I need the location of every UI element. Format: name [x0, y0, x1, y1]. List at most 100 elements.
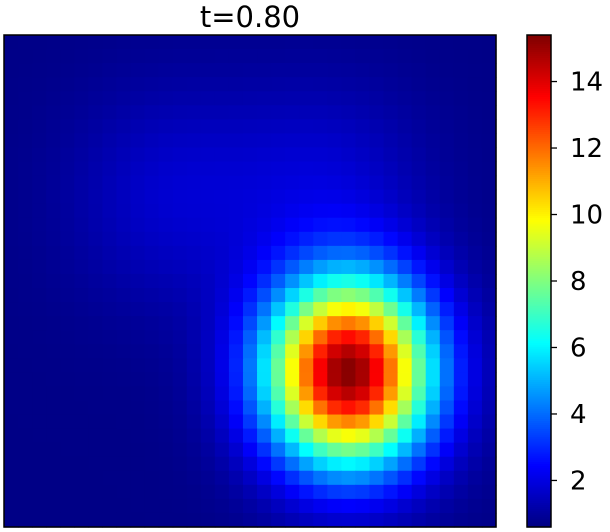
heatmap-cell [116, 133, 132, 149]
heatmap-cell [214, 231, 230, 247]
heatmap-cell [74, 414, 89, 430]
heatmap-cell [383, 442, 399, 458]
heatmap-cell [411, 189, 427, 205]
heatmap-cell [383, 273, 399, 289]
heatmap-cell [74, 428, 89, 444]
heatmap-cell [411, 512, 427, 528]
heatmap-cell [327, 49, 342, 64]
heatmap-cell [313, 77, 328, 92]
heatmap-cell [411, 288, 427, 303]
heatmap-cell [116, 231, 132, 247]
colorbar-segment [527, 240, 551, 243]
heatmap-cell [285, 386, 300, 402]
heatmap-cell [186, 203, 202, 219]
colorbar-segment [527, 438, 551, 442]
colorbar-segment [527, 264, 551, 268]
heatmap-cell [397, 330, 413, 345]
heatmap-cell [327, 35, 342, 50]
heatmap-cell [172, 189, 188, 205]
heatmap-cell [102, 49, 118, 64]
colorbar-segment [527, 287, 551, 290]
heatmap-cell [313, 414, 328, 430]
colorbar-segment [527, 445, 551, 448]
heatmap-cell [242, 77, 258, 92]
heatmap-cell [397, 498, 413, 514]
heatmap-cell [60, 91, 75, 106]
heatmap-cell [481, 428, 497, 444]
colorbar-segment [527, 260, 551, 264]
heatmap-cell [299, 344, 314, 359]
heatmap-cell [439, 105, 455, 120]
heatmap-cell [144, 316, 160, 331]
colorbar-segment [527, 65, 551, 69]
heatmap-cell [158, 63, 174, 78]
heatmap-cell [299, 175, 314, 191]
heatmap-cell [439, 456, 455, 472]
heatmap-cell [60, 217, 75, 233]
heatmap-cell [200, 470, 216, 486]
heatmap-cell [88, 119, 103, 134]
heatmap-cell [102, 372, 118, 388]
heatmap-cell [158, 147, 174, 163]
heatmap-cell [439, 428, 455, 444]
heatmap-cell [467, 245, 483, 261]
heatmap-cell [397, 77, 413, 92]
heatmap-cell [116, 386, 132, 402]
heatmap-cell [467, 498, 483, 514]
heatmap-cell [186, 414, 202, 430]
heatmap-cell [383, 316, 399, 331]
heatmap-cell [200, 259, 216, 275]
heatmap-cell [411, 91, 427, 106]
heatmap-cell [214, 316, 230, 331]
heatmap-cell [439, 414, 455, 430]
heatmap-cell [228, 344, 244, 359]
heatmap-cell [186, 428, 202, 444]
heatmap-cell [228, 91, 244, 106]
colorbar-segment [527, 73, 551, 77]
heatmap-cell [397, 133, 413, 149]
heatmap-cell [313, 442, 328, 458]
heatmap-cell [313, 372, 328, 388]
heatmap-cell [144, 259, 160, 275]
heatmap-cell [200, 456, 216, 472]
heatmap-cell [355, 386, 371, 402]
heatmap-cell [369, 456, 385, 472]
heatmap-cell [186, 386, 202, 402]
heatmap-cell [439, 63, 455, 78]
colorbar-segment [527, 278, 551, 282]
colorbar-segment [527, 123, 551, 126]
colorbar-segment [527, 86, 551, 89]
heatmap-cell [172, 470, 188, 486]
heatmap-cell [242, 470, 258, 486]
heatmap-cell [242, 442, 258, 458]
heatmap-cell [327, 189, 342, 205]
heatmap-cell [242, 386, 258, 402]
colorbar-segment [527, 37, 551, 40]
heatmap-cell [481, 512, 497, 528]
heatmap-cell [453, 344, 469, 359]
heatmap-cell [369, 428, 385, 444]
heatmap-cell [369, 344, 385, 359]
heatmap-cell [130, 442, 146, 458]
heatmap-cell [158, 414, 174, 430]
heatmap-cell [327, 133, 342, 149]
heatmap-cell [102, 400, 118, 416]
heatmap-cell [439, 400, 455, 416]
colorbar-segment [527, 90, 551, 93]
colorbar-segment [527, 391, 551, 395]
heatmap-cell [242, 49, 258, 64]
heatmap-cell [355, 259, 371, 275]
heatmap-cell [341, 77, 357, 92]
heatmap-cell [116, 302, 132, 317]
colorbar-segment [527, 420, 551, 424]
heatmap-cell [355, 35, 371, 50]
heatmap-cell [341, 442, 357, 458]
colorbar-segment [527, 110, 551, 114]
heatmap-cell [4, 400, 19, 416]
heatmap-cell [299, 484, 314, 500]
heatmap-cell [411, 133, 427, 149]
heatmap-cell [257, 259, 272, 275]
colorbar-segment [527, 492, 551, 495]
heatmap-cell [88, 63, 103, 78]
heatmap-cell [327, 175, 342, 191]
